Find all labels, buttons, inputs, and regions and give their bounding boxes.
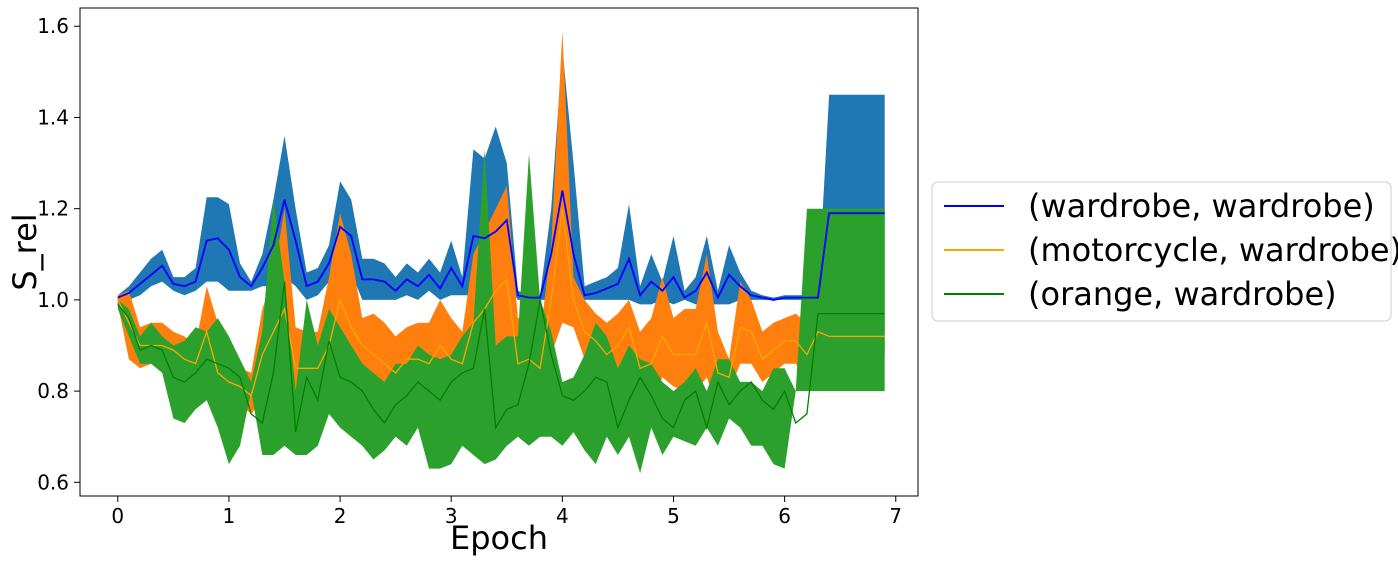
legend-label-series-1: (wardrobe, wardrobe) — [1028, 187, 1375, 225]
x-tick-label: 4 — [556, 504, 569, 528]
y-tick-label: 1.4 — [37, 105, 69, 129]
legend: (wardrobe, wardrobe) (motorcycle, wardro… — [931, 181, 1398, 322]
y-tick-label: 0.6 — [37, 470, 69, 494]
mean-line-series-2 — [117, 208, 885, 397]
y-tick-label: 0.8 — [37, 379, 69, 403]
x-axis-title: Epoch — [450, 519, 548, 557]
x-axis: 0 1 2 3 4 5 6 7 — [111, 496, 902, 528]
x-tick-label: 7 — [889, 504, 902, 528]
mean-line-series-1 — [117, 190, 885, 301]
plot-frame — [79, 7, 919, 497]
confidence-band-series-2 — [117, 30, 885, 414]
y-tick-label: 1.2 — [37, 197, 69, 221]
legend-frame — [931, 181, 1392, 322]
y-axis-title: S_rel — [6, 213, 44, 290]
x-tick-label: 1 — [223, 504, 236, 528]
plot-area — [117, 30, 885, 474]
y-tick-label: 1.6 — [37, 14, 69, 38]
confidence-band-series-3 — [117, 149, 885, 474]
confidence-band-series-1 — [117, 49, 885, 332]
y-axis: 0.6 0.8 1.0 1.2 1.4 1.6 — [37, 14, 80, 494]
legend-label-series-3: (orange, wardrobe) — [1028, 275, 1337, 313]
x-tick-label: 0 — [111, 504, 124, 528]
legend-label-series-2: (motorcycle, wardrobe) — [1028, 231, 1398, 269]
y-tick-label: 1.0 — [37, 288, 69, 312]
x-tick-label: 2 — [334, 504, 347, 528]
x-tick-label: 6 — [778, 504, 791, 528]
x-tick-label: 5 — [667, 504, 680, 528]
mean-line-series-3 — [117, 281, 885, 433]
x-tick-label: 3 — [445, 504, 458, 528]
